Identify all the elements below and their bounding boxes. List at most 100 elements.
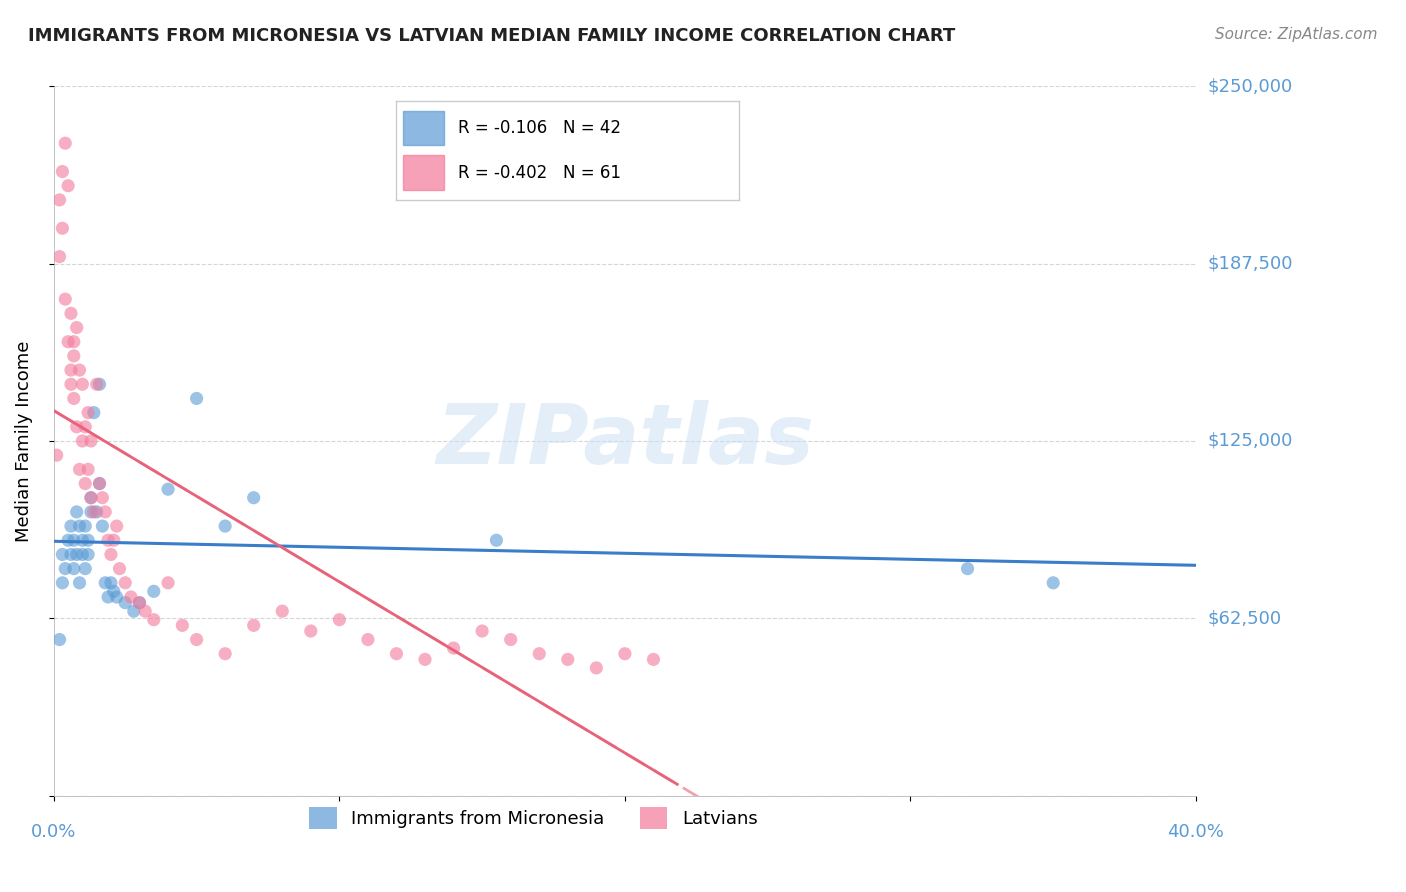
Point [499, 632, 522, 647]
Text: $125,000: $125,000 [1208, 432, 1292, 450]
Point [157, 482, 180, 496]
Point [51, 575, 73, 590]
Point [91, 491, 114, 505]
Point [77, 548, 100, 562]
Point [1042, 575, 1064, 590]
Point [585, 661, 607, 675]
Point [72, 548, 94, 562]
Legend: Immigrants from Micronesia, Latvians: Immigrants from Micronesia, Latvians [302, 800, 765, 836]
Point [471, 624, 494, 638]
Point [75, 519, 97, 533]
Point [114, 575, 136, 590]
Point [86, 505, 108, 519]
Point [56, 334, 79, 349]
Point [48, 250, 70, 264]
Text: ZIPatlas: ZIPatlas [436, 401, 814, 482]
Point [75, 476, 97, 491]
Point [69, 363, 91, 377]
Point [557, 652, 579, 666]
Point [48, 632, 70, 647]
Point [271, 604, 294, 618]
Point [53, 136, 76, 151]
Point [69, 519, 91, 533]
Point [97, 533, 120, 548]
Point [214, 647, 236, 661]
Point [72, 533, 94, 548]
Point [142, 613, 165, 627]
Text: 40.0%: 40.0% [1167, 823, 1225, 841]
Point [186, 632, 208, 647]
Point [186, 392, 208, 406]
Point [385, 647, 408, 661]
Point [72, 434, 94, 448]
Point [72, 377, 94, 392]
Text: $62,500: $62,500 [1208, 609, 1281, 627]
Point [94, 575, 117, 590]
Point [66, 320, 89, 334]
Point [66, 419, 89, 434]
Point [328, 613, 350, 627]
Point [242, 618, 264, 632]
Point [45, 448, 67, 462]
Point [122, 604, 145, 618]
Point [100, 575, 122, 590]
Point [100, 548, 122, 562]
Point [51, 164, 73, 178]
Point [103, 533, 125, 548]
Point [89, 476, 111, 491]
Point [128, 596, 150, 610]
Point [80, 491, 103, 505]
Point [80, 491, 103, 505]
Point [105, 590, 128, 604]
Point [53, 561, 76, 575]
Point [75, 419, 97, 434]
Point [643, 652, 665, 666]
Point [413, 652, 436, 666]
Point [59, 519, 82, 533]
Point [59, 377, 82, 392]
Point [529, 647, 551, 661]
Point [53, 292, 76, 306]
Point [134, 604, 156, 618]
Point [66, 548, 89, 562]
Point [77, 533, 100, 548]
Point [172, 618, 194, 632]
Point [120, 590, 142, 604]
Point [63, 334, 86, 349]
Point [66, 505, 89, 519]
Point [299, 624, 322, 638]
Point [443, 641, 465, 656]
Point [214, 519, 236, 533]
Point [56, 178, 79, 193]
Point [63, 533, 86, 548]
Text: Source: ZipAtlas.com: Source: ZipAtlas.com [1215, 27, 1378, 42]
Point [80, 434, 103, 448]
Point [97, 590, 120, 604]
Point [114, 596, 136, 610]
Point [48, 193, 70, 207]
Point [77, 406, 100, 420]
Y-axis label: Median Family Income: Median Family Income [15, 341, 32, 541]
Point [103, 584, 125, 599]
Point [105, 519, 128, 533]
Point [63, 349, 86, 363]
Point [56, 533, 79, 548]
Point [80, 505, 103, 519]
Point [69, 462, 91, 476]
Point [51, 221, 73, 235]
Point [69, 575, 91, 590]
Point [77, 462, 100, 476]
Text: IMMIGRANTS FROM MICRONESIA VS LATVIAN MEDIAN FAMILY INCOME CORRELATION CHART: IMMIGRANTS FROM MICRONESIA VS LATVIAN ME… [28, 27, 955, 45]
Text: $250,000: $250,000 [1208, 78, 1292, 95]
Point [86, 377, 108, 392]
Point [63, 561, 86, 575]
Point [157, 575, 180, 590]
Point [613, 647, 636, 661]
Point [142, 584, 165, 599]
Point [59, 363, 82, 377]
Text: $187,500: $187,500 [1208, 255, 1292, 273]
Point [956, 561, 979, 575]
Point [63, 392, 86, 406]
Text: 0.0%: 0.0% [31, 823, 76, 841]
Point [83, 505, 105, 519]
